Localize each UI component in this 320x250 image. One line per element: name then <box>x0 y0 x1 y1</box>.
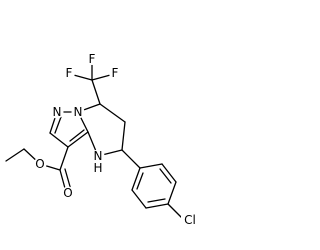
bond <box>64 168 72 191</box>
bond <box>147 198 166 203</box>
bond <box>131 167 141 191</box>
bond <box>69 129 85 142</box>
atom-label: O <box>63 186 72 200</box>
bond <box>49 132 69 148</box>
bond <box>121 121 126 151</box>
atom-label: Cl <box>184 213 196 227</box>
bond <box>131 189 147 209</box>
atom-label: N <box>74 105 83 119</box>
bond <box>54 116 62 134</box>
structure: F F F N N N H O O Cl <box>5 52 199 227</box>
atom-labels: F F F N N N H O O Cl <box>33 52 199 227</box>
bond <box>136 172 144 190</box>
bond <box>167 181 177 205</box>
bond <box>59 146 69 171</box>
atom-label: F <box>112 66 119 80</box>
bond <box>67 131 89 148</box>
atom-label: O <box>35 157 44 171</box>
bond <box>91 79 101 105</box>
bond <box>121 149 141 169</box>
atom-label: F <box>89 52 96 66</box>
atom-label: N <box>94 149 103 163</box>
bonds <box>5 59 185 221</box>
atom-label: N <box>53 105 62 119</box>
atom-label: F <box>66 66 73 80</box>
bond <box>159 168 172 184</box>
bond <box>99 103 126 123</box>
bond <box>145 203 169 209</box>
bond <box>161 163 177 183</box>
atom-label: H <box>93 161 102 175</box>
bond <box>139 163 163 169</box>
bond <box>5 148 25 162</box>
